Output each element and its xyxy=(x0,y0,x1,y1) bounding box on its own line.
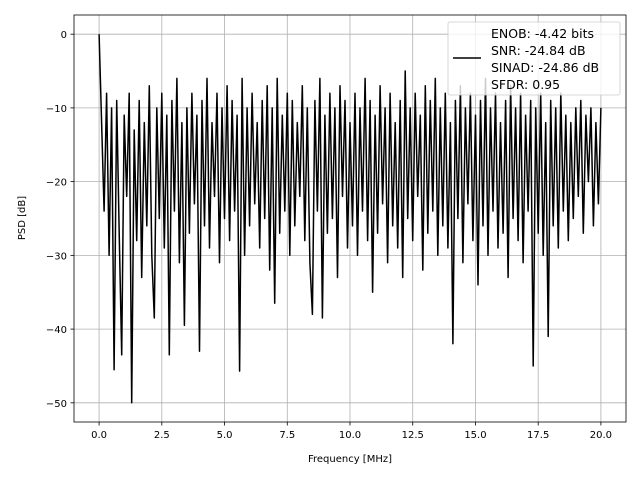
legend-sfdr: SFDR: 0.95 xyxy=(491,77,560,92)
legend-sinad: SINAD: -24.86 dB xyxy=(491,60,599,75)
y-tick-label: −10 xyxy=(46,104,67,115)
x-tick-label: 12.5 xyxy=(402,430,424,441)
x-tick-label: 15.0 xyxy=(464,430,486,441)
y-tick-label: −40 xyxy=(46,325,67,336)
legend-snr: SNR: -24.84 dB xyxy=(491,43,586,58)
x-tick-label: 7.5 xyxy=(279,430,295,441)
psd-series-line xyxy=(98,34,602,404)
x-tick-label: 2.5 xyxy=(154,430,170,441)
x-tick-label: 5.0 xyxy=(217,430,233,441)
y-tick-label: −20 xyxy=(46,178,67,189)
x-axis: 0.0 2.5 5.0 7.5 10.0 12.5 15.0 17.5 20.0 xyxy=(91,422,612,441)
x-tick-label: 0.0 xyxy=(91,430,107,441)
x-axis-label: Frequency [MHz] xyxy=(308,454,392,465)
y-tick-label: −30 xyxy=(46,251,67,262)
y-axis-label: PSD [dB] xyxy=(17,196,28,240)
y-tick-label: 0 xyxy=(61,30,67,41)
legend: ENOB: -4.42 bits SNR: -24.84 dB SINAD: -… xyxy=(447,21,621,96)
x-tick-label: 17.5 xyxy=(527,430,549,441)
y-axis: 0 −10 −20 −30 −40 −50 xyxy=(46,30,74,410)
legend-enob: ENOB: -4.42 bits xyxy=(491,26,594,41)
x-tick-label: 20.0 xyxy=(590,430,612,441)
legend-box xyxy=(447,21,621,96)
y-tick-label: −50 xyxy=(46,399,67,410)
plot-area xyxy=(98,34,602,404)
x-tick-label: 10.0 xyxy=(339,430,361,441)
